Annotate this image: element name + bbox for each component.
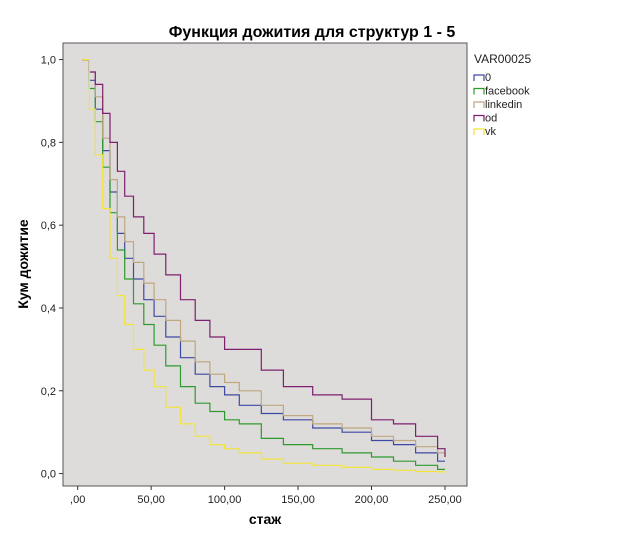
series-line-linkedin <box>82 59 446 457</box>
y-tick-label: 0,6 <box>41 220 56 232</box>
legend-swatch <box>473 101 485 108</box>
x-tick-label: ,00 <box>70 494 85 506</box>
y-tick-label: 0,0 <box>41 469 56 481</box>
y-tick-label: 0,2 <box>41 386 56 398</box>
x-tick-label: 150,00 <box>281 494 315 506</box>
legend-swatch <box>473 128 485 135</box>
x-tick-label: 100,00 <box>208 494 242 506</box>
plot-area <box>62 42 468 487</box>
x-tick-label: 250,00 <box>428 494 462 506</box>
chart-title: Функция дожития для структур 1 - 5 <box>169 24 456 41</box>
legend-swatch <box>473 114 485 122</box>
series-layer <box>82 59 446 473</box>
x-axis-label: стаж <box>249 511 282 527</box>
x-axis: ,00 50,00 100,00 150,00 200,00 250,00 <box>70 486 462 506</box>
y-tick-label: 1,0 <box>41 55 56 67</box>
y-tick-label: 0,8 <box>41 137 56 149</box>
legend-label: vk <box>485 126 497 138</box>
legend-swatch <box>473 87 485 95</box>
legend-title: VAR00025 <box>474 52 531 66</box>
y-axis: 0,0 0,2 0,4 0,6 0,8 1,0 <box>41 55 63 481</box>
legend-label: linkedin <box>485 99 522 111</box>
legend-item-facebook: facebook <box>473 86 530 98</box>
legend-item-0: 0 <box>473 72 491 84</box>
series-line-facebook <box>82 59 445 470</box>
x-tick-label: 200,00 <box>355 494 389 506</box>
y-tick-label: 0,4 <box>41 303 56 315</box>
legend-label: 0 <box>485 72 491 84</box>
legend-item-od: od <box>473 113 497 125</box>
series-line-od <box>82 59 446 457</box>
legend-swatch <box>473 74 485 81</box>
legend-label: facebook <box>485 86 530 98</box>
series-line-vk <box>82 59 446 473</box>
legend-label: od <box>485 113 497 125</box>
legend-item-linkedin: linkedin <box>473 99 522 111</box>
legend-item-vk: vk <box>473 126 497 138</box>
x-tick-label: 50,00 <box>137 494 165 506</box>
y-axis-label: Кум дожитие <box>15 219 31 309</box>
